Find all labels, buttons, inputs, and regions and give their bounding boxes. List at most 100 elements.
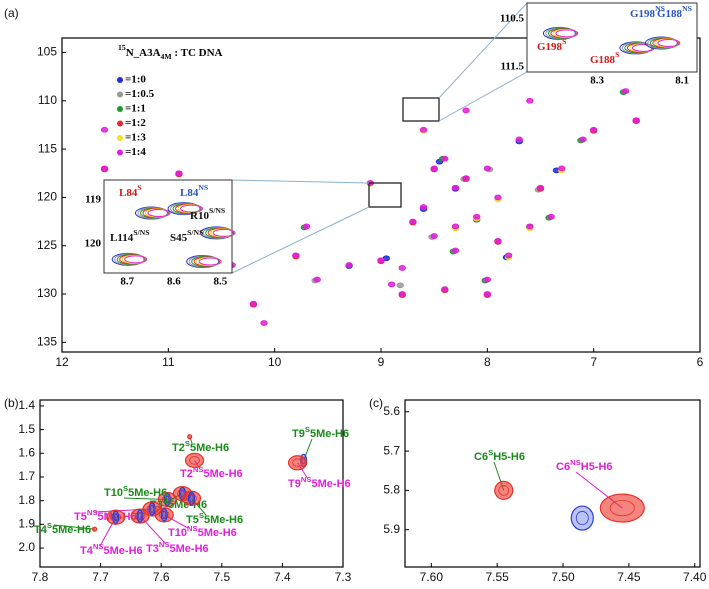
peak [419, 204, 428, 210]
inset-label: L84S [119, 183, 142, 198]
superscript: S [137, 183, 141, 192]
peak [483, 276, 492, 283]
x-tick-label: 7.5 [213, 570, 230, 584]
superscript: S [163, 496, 168, 505]
inset-label: L84NS [180, 183, 208, 198]
text-part: 5Me-H6 [204, 468, 243, 480]
inset-y-tick-label: 120 [85, 237, 102, 249]
leader-line [53, 524, 95, 530]
inset-label: R10S/NS [190, 206, 225, 221]
peak [579, 136, 587, 143]
superscript: S [562, 37, 566, 46]
peak [494, 237, 502, 244]
text-part: 5Me-H6 [190, 442, 229, 454]
superscript: S [123, 484, 128, 493]
x-tick-label: 12 [55, 355, 69, 369]
superscript: S [47, 521, 52, 530]
superscript: NS [301, 475, 312, 484]
x-tick-label: 7.45 [617, 570, 641, 584]
inset-contour [212, 228, 236, 237]
peak-contour [498, 485, 510, 496]
text-part: T10 [168, 527, 187, 539]
superscript: S [199, 511, 204, 520]
zoom-box [368, 182, 402, 208]
legend-label: =1:3 [125, 132, 146, 144]
text-part: L84 [180, 187, 199, 199]
peak-label: T10NS5Me-H6 [168, 524, 237, 539]
peak-contour [609, 499, 635, 517]
superscript: NS [87, 508, 98, 517]
text-part: C6 [556, 461, 570, 473]
peak [287, 455, 308, 471]
peak [441, 286, 449, 293]
peak [589, 126, 598, 133]
peak [187, 491, 196, 505]
peak-contour [162, 511, 167, 519]
peak [632, 117, 640, 124]
superscript: S/NS [133, 228, 149, 237]
inset-x-tick-label: 8.1 [675, 75, 689, 87]
connector [231, 179, 370, 184]
inset-contour [180, 204, 204, 213]
legend-label: =1:4 [125, 146, 146, 158]
peak [148, 502, 156, 516]
text-part: 5Me-H6 [310, 428, 349, 440]
peak [451, 247, 460, 254]
peak-label: T9S5Me-H6 [292, 425, 349, 440]
text-part: H5-H6 [493, 451, 525, 463]
text-part: 5Me-H6 [128, 487, 167, 499]
legend-marker [117, 106, 123, 112]
text-part: T5 [186, 514, 199, 526]
peak-label: T3NS5Me-H6 [146, 540, 209, 555]
peak [396, 282, 404, 289]
y-tick-label: 1.5 [18, 422, 35, 436]
text-part: T5 [74, 511, 87, 523]
peak [136, 509, 144, 523]
peak-contour [292, 458, 303, 468]
peak [154, 507, 174, 523]
text-part: T2 [172, 442, 185, 454]
peak [441, 155, 449, 162]
text-part: 5Me-H6 [204, 514, 243, 526]
peak [91, 526, 98, 532]
peak-label: T9NS5Me-H6 [288, 475, 351, 490]
connector [231, 206, 370, 274]
peak [483, 165, 492, 172]
peak [345, 262, 353, 268]
x-tick-label: 7.7 [92, 570, 109, 584]
peak [184, 452, 205, 469]
text-part: 5Me-H6 [104, 545, 143, 557]
peak [473, 213, 481, 220]
peak [494, 480, 514, 500]
peak [130, 508, 150, 524]
panel-label: (b) [4, 396, 19, 410]
superscript: NS [655, 4, 665, 13]
peak [160, 508, 168, 522]
inset-y-tick-label: 110.5 [500, 12, 525, 24]
x-tick-label: 7.8 [32, 570, 49, 584]
legend-title: 15N_A3A4M : TC DNA [118, 43, 223, 61]
connector [438, 2, 528, 99]
y-tick-label: 1.7 [18, 469, 35, 483]
x-tick-label: 7.3 [335, 570, 352, 584]
text-part: G198 [537, 41, 563, 53]
legend-marker [117, 77, 123, 83]
superscript: S/NS [209, 206, 225, 215]
peak [157, 491, 177, 508]
peak [181, 490, 202, 506]
text-part: G188 [590, 54, 616, 66]
text-part: G198 [630, 8, 656, 20]
peak [451, 184, 460, 191]
peak [451, 223, 460, 230]
peak [398, 265, 406, 271]
x-tick-label: 9 [378, 355, 385, 369]
y-tick-label: 110 [38, 93, 57, 107]
superscript: NS [159, 540, 170, 549]
superscript: S [185, 439, 190, 448]
peak-label: T4NS5Me-H6 [80, 542, 143, 557]
peak-contour [165, 495, 170, 504]
inset-y-tick-label: 111.5 [500, 61, 524, 73]
text-part: 5Me-H6 [198, 527, 237, 539]
text-part: T10 [104, 487, 123, 499]
